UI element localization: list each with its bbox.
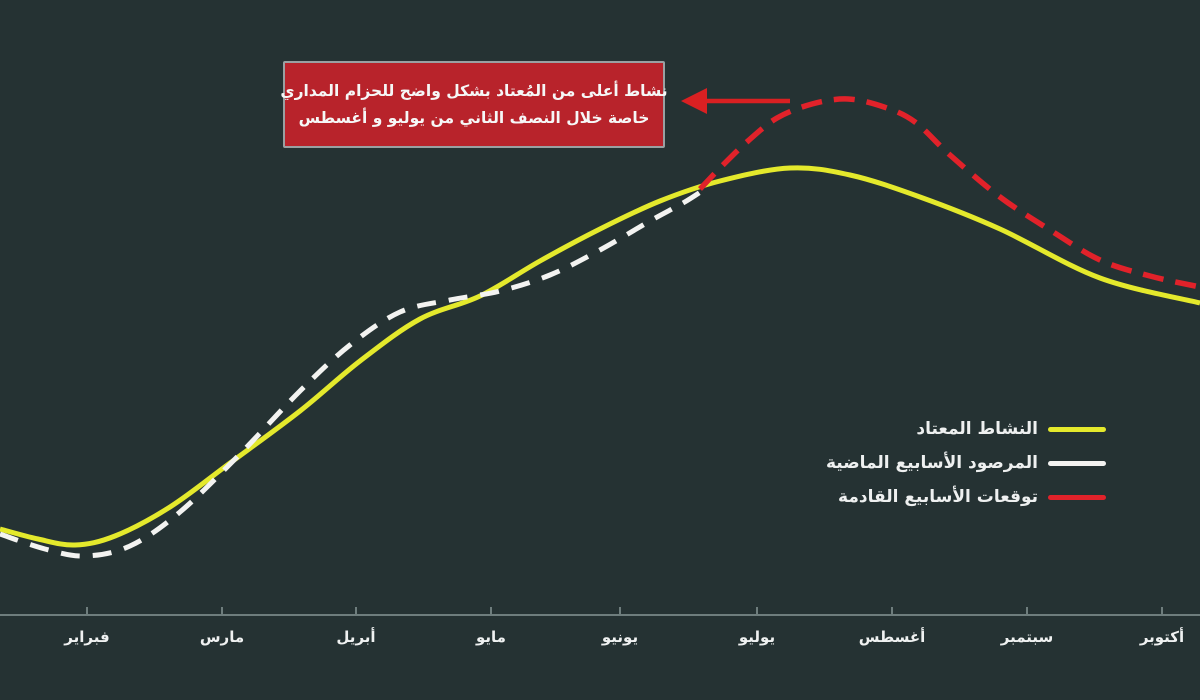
series-normal-activity-line	[0, 165, 1200, 548]
annotation-text-line1: نشاط أعلى من المُعتاد بشكل واضح للحزام ا…	[280, 81, 668, 100]
annotation-text-line2: خاصة خلال النصف الثاني من يوليو و أغسطس	[298, 108, 650, 127]
legend-label: النشاط المعتاد	[916, 419, 1038, 439]
x-axis-month-label: يوليو	[738, 628, 775, 646]
series-observed-past-weeks-line	[0, 186, 707, 559]
legend-label: المرصود الأسابيع الماضية	[825, 453, 1038, 473]
x-axis-month-label: أبريل	[336, 627, 375, 646]
legend-item-observed-past-weeks: المرصود الأسابيع الماضية	[826, 446, 1106, 480]
x-axis-month-label: سبتمبر	[1000, 628, 1054, 646]
legend-line-swatch-yellow	[1048, 426, 1106, 432]
annotation-callout: نشاط أعلى من المُعتاد بشكل واضح للحزام ا…	[280, 61, 668, 148]
annotation-arrow-head-icon	[681, 88, 707, 114]
legend-item-normal-activity: النشاط المعتاد	[826, 412, 1106, 446]
legend-item-forecast-coming-weeks: توقعات الأسابيع القادمة	[826, 480, 1106, 514]
chart-legend: النشاط المعتاد المرصود الأسابيع الماضية …	[826, 412, 1106, 514]
legend-line-swatch-white	[1048, 460, 1106, 466]
legend-line-swatch-red	[1048, 494, 1106, 500]
x-axis-month-label: فبراير	[63, 628, 109, 646]
x-axis-month-label: يونيو	[601, 628, 638, 646]
series-forecast-coming-weeks-line	[698, 96, 1200, 290]
x-axis-month-label: مارس	[200, 628, 244, 646]
x-axis-month-label: مايو	[475, 628, 506, 646]
legend-label: توقعات الأسابيع القادمة	[838, 487, 1038, 507]
x-axis-month-label: أكتوبر	[1139, 627, 1184, 646]
x-axis-month-label: أغسطس	[859, 627, 925, 646]
